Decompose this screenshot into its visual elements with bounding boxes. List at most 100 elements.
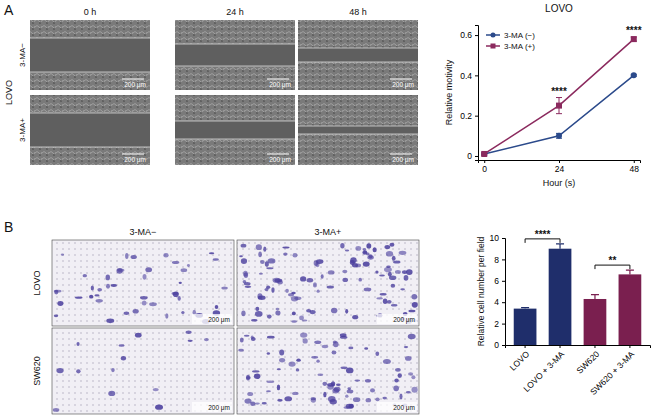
legend: 3-MA (−)3-MA (+) xyxy=(486,31,535,51)
stained-cell xyxy=(391,304,398,307)
stained-cell xyxy=(143,274,147,280)
axis-title: Hour (s) xyxy=(543,178,576,188)
axis: 00.20.40.6 xyxy=(460,26,478,162)
stained-cell xyxy=(300,333,307,338)
stained-cell xyxy=(398,373,402,378)
stained-cell xyxy=(95,299,102,303)
stained-cell xyxy=(412,302,418,308)
stained-cell xyxy=(165,313,168,319)
scale-bar-label: 200 μm xyxy=(124,156,146,164)
stained-cell xyxy=(363,248,366,251)
scale-bar-bg xyxy=(377,314,417,324)
image-membrane xyxy=(52,328,234,414)
wound-edge xyxy=(30,147,150,148)
axis-title: Relative cell number per field xyxy=(476,236,486,346)
stained-cell xyxy=(345,249,349,251)
tick-label: 2 xyxy=(494,319,499,329)
tick-label: 0.4 xyxy=(460,71,472,81)
stained-cell xyxy=(364,287,372,291)
error-bar xyxy=(631,37,637,41)
tick: 10 xyxy=(490,233,505,243)
point xyxy=(556,103,562,109)
stained-cell xyxy=(294,296,301,299)
stained-cell xyxy=(292,253,297,257)
image: 200 μm xyxy=(30,20,150,90)
row-label: LOVO xyxy=(32,270,42,295)
error-bar xyxy=(591,295,599,299)
stained-cell xyxy=(241,244,247,248)
tick-mark xyxy=(629,345,630,348)
stained-cell xyxy=(392,256,396,261)
stained-cell xyxy=(322,382,327,386)
stained-cell xyxy=(266,267,273,269)
stained-cell xyxy=(314,341,321,345)
tick: 24 xyxy=(555,160,565,174)
stained-cell xyxy=(313,282,317,287)
axis: 02448 xyxy=(479,160,641,174)
wound-edge xyxy=(298,134,418,135)
stained-cell xyxy=(244,335,250,337)
image: 200 μm xyxy=(52,240,234,326)
scale-bar-bg xyxy=(377,402,417,412)
stained-cell xyxy=(296,358,301,361)
scale-bar-label: 200 μm xyxy=(393,404,415,412)
tick-mark xyxy=(502,324,505,325)
significance: **** xyxy=(535,229,551,240)
stained-cell xyxy=(328,270,335,274)
image-cells xyxy=(30,95,150,165)
stained-cell xyxy=(149,302,157,306)
bar xyxy=(549,249,572,345)
column-header: 3-MA+ xyxy=(315,227,342,237)
stained-cell xyxy=(94,294,99,296)
scale-bar-label: 200 μm xyxy=(208,316,230,324)
stained-cell xyxy=(76,342,79,346)
stained-cell xyxy=(244,282,251,285)
stained-cell xyxy=(282,246,289,248)
wound-gap xyxy=(30,38,150,72)
stained-cell xyxy=(404,275,409,281)
tick-label: 0 xyxy=(467,151,472,161)
stained-cell xyxy=(333,341,339,347)
tick: 0 xyxy=(467,151,478,161)
stained-cell xyxy=(331,308,337,314)
stained-cell xyxy=(267,352,270,354)
tick-mark xyxy=(475,116,478,117)
stained-cell xyxy=(173,291,179,297)
scale-bar-label: 200 μm xyxy=(124,81,146,89)
stained-cell xyxy=(263,247,266,252)
bar xyxy=(619,274,642,345)
tick-label: LOVO xyxy=(508,349,532,373)
stained-cell xyxy=(119,344,125,346)
row-label: SW620 xyxy=(32,356,42,386)
stained-cell xyxy=(125,253,128,259)
stained-cell xyxy=(411,387,417,393)
panel-label: B xyxy=(4,219,13,235)
stained-cell xyxy=(406,391,411,394)
wound-edge xyxy=(30,113,150,114)
legend-label: 3-MA (−) xyxy=(504,31,535,40)
stained-cell xyxy=(213,258,219,261)
stained-cell xyxy=(251,336,254,339)
axis-line xyxy=(506,346,651,349)
stained-cell xyxy=(296,368,300,371)
stained-cell xyxy=(340,366,347,368)
tick: 0.4 xyxy=(460,71,478,81)
stained-cell xyxy=(288,361,295,366)
stained-cell xyxy=(267,336,275,339)
stained-cell xyxy=(321,274,324,279)
stained-cell xyxy=(352,315,358,319)
wound-edge xyxy=(175,66,295,67)
stained-cell xyxy=(395,270,401,274)
scale-bar xyxy=(267,154,289,155)
tick: 4 xyxy=(494,297,505,307)
wound-gap xyxy=(298,48,418,62)
stained-cell xyxy=(255,402,260,404)
stained-cell xyxy=(181,311,184,314)
stained-cell xyxy=(411,294,417,299)
stained-cell xyxy=(277,399,282,402)
tick-label: SW620 + 3-MA xyxy=(588,349,636,397)
stained-cell xyxy=(76,369,80,373)
wound-edge xyxy=(30,38,150,39)
stained-cell xyxy=(353,397,360,402)
stained-cell xyxy=(260,260,265,264)
